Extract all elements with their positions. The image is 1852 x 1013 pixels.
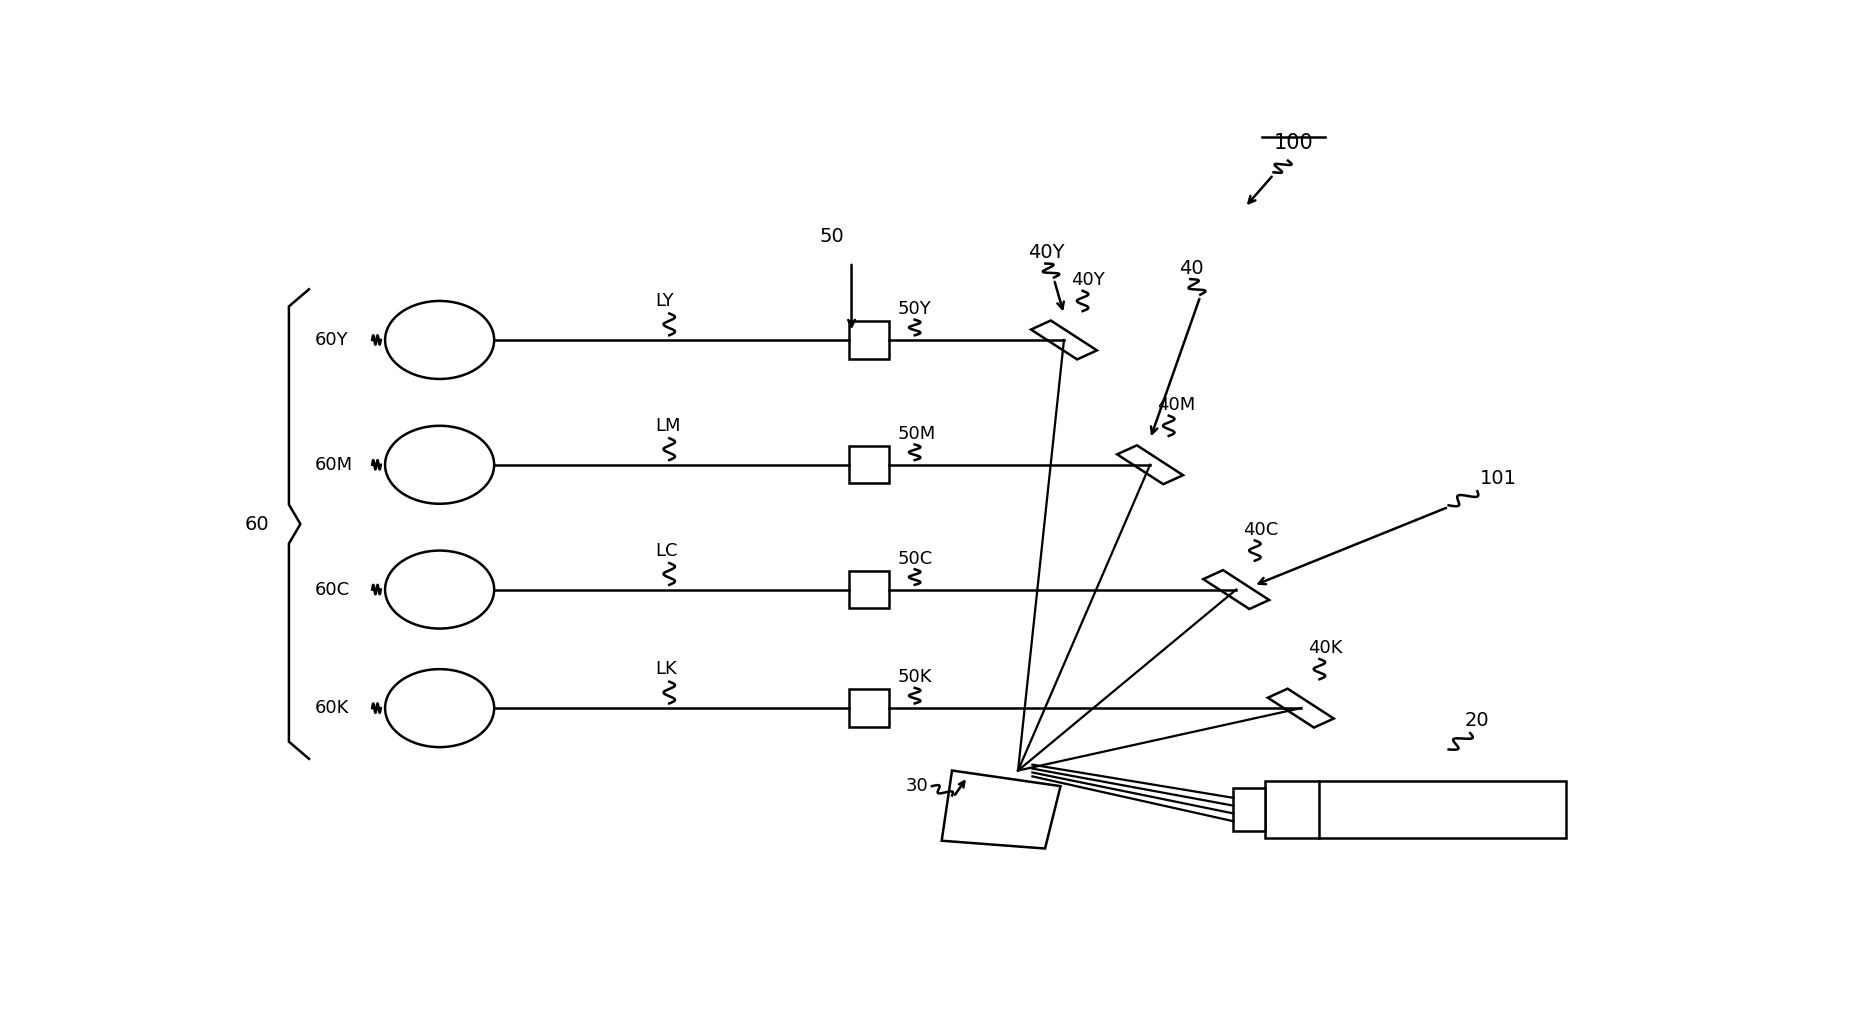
FancyBboxPatch shape xyxy=(848,571,889,608)
Text: 40M: 40M xyxy=(1158,396,1196,414)
Text: 50K: 50K xyxy=(898,669,932,686)
Text: LM: LM xyxy=(656,417,680,436)
Text: 60M: 60M xyxy=(315,456,354,474)
Text: 40Y: 40Y xyxy=(1028,243,1065,262)
Text: 60K: 60K xyxy=(315,699,350,717)
Text: 50C: 50C xyxy=(898,550,933,567)
Text: 60C: 60C xyxy=(315,580,350,599)
Text: 40K: 40K xyxy=(1308,639,1343,657)
FancyBboxPatch shape xyxy=(848,690,889,727)
Text: 50: 50 xyxy=(819,227,845,246)
FancyBboxPatch shape xyxy=(1265,781,1567,838)
Text: 60: 60 xyxy=(244,515,270,534)
Text: 50Y: 50Y xyxy=(898,300,932,318)
Text: LY: LY xyxy=(656,293,674,310)
Text: 40C: 40C xyxy=(1243,521,1278,539)
Text: 40: 40 xyxy=(1180,258,1204,278)
Text: 40Y: 40Y xyxy=(1070,271,1106,290)
FancyBboxPatch shape xyxy=(1233,788,1265,832)
Text: LC: LC xyxy=(656,542,678,560)
Text: 100: 100 xyxy=(1274,133,1313,153)
Text: 30: 30 xyxy=(906,777,930,795)
Text: 60Y: 60Y xyxy=(315,331,348,348)
FancyBboxPatch shape xyxy=(848,321,889,359)
Text: 101: 101 xyxy=(1480,469,1517,488)
Text: 20: 20 xyxy=(1465,711,1489,730)
Text: 50M: 50M xyxy=(898,424,935,443)
Text: LK: LK xyxy=(656,660,676,679)
FancyBboxPatch shape xyxy=(848,446,889,483)
